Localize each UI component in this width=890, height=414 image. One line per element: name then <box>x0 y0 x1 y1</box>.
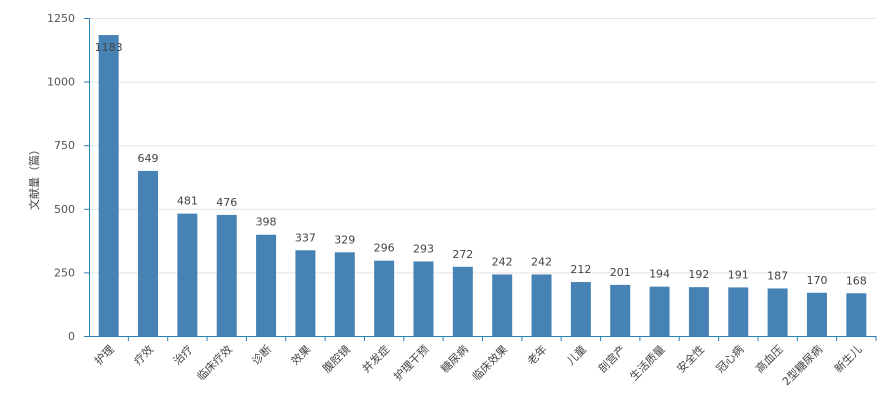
bar <box>98 35 119 336</box>
bar <box>177 213 198 336</box>
x-tick-label: 临床效果 <box>469 342 510 383</box>
data-label: 212 <box>570 263 591 276</box>
x-axis-ticks: 护理 疗效 治疗 临床疗效 诊断 效果 腹腔镜 并发症 护理干预 糖尿病 临床效果 老年 儿童 剖宫产 生活… <box>91 336 877 388</box>
x-tick-label: 2型糖尿病 <box>779 342 825 388</box>
bar <box>492 274 513 336</box>
data-label: 201 <box>610 266 631 279</box>
bar <box>688 287 709 336</box>
data-label: 293 <box>413 242 434 255</box>
x-tick-label: 冠心病 <box>713 342 746 375</box>
bar <box>531 274 552 336</box>
data-label: 649 <box>138 152 159 165</box>
x-tick-label: 治疗 <box>170 342 195 367</box>
bar <box>334 252 355 336</box>
data-label: 242 <box>492 255 513 268</box>
x-tick-label: 糖尿病 <box>438 342 471 375</box>
x-tick-label: 儿童 <box>564 342 589 367</box>
data-label: 187 <box>767 269 788 282</box>
x-tick-label: 诊断 <box>249 342 274 367</box>
y-axis-title: 文献量（篇） <box>27 144 41 210</box>
bar <box>767 288 788 336</box>
y-tick-label: 1250 <box>47 12 75 25</box>
x-tick-label: 腹腔镜 <box>320 342 353 375</box>
x-tick-label: 高血压 <box>753 342 786 375</box>
data-label: 481 <box>177 195 198 208</box>
bar <box>649 286 670 336</box>
data-label: 192 <box>688 268 709 281</box>
x-tick-label: 护理 <box>91 342 116 367</box>
x-tick-label: 临床疗效 <box>194 342 235 383</box>
bars <box>98 35 867 336</box>
x-tick-label: 剖宫产 <box>595 342 628 375</box>
bar <box>452 266 473 336</box>
data-label: 398 <box>256 216 277 229</box>
x-tick-label: 新生儿 <box>831 342 864 375</box>
y-axis-ticks: 0 250 500 750 1000 1250 <box>47 12 89 343</box>
data-label: 272 <box>452 248 473 261</box>
bar <box>216 214 237 336</box>
y-tick-label: 750 <box>54 139 75 152</box>
y-tick-label: 500 <box>54 203 75 216</box>
bar <box>610 284 631 336</box>
data-label: 296 <box>374 242 395 255</box>
y-tick-label: 1000 <box>47 76 75 89</box>
gridlines <box>89 18 876 274</box>
data-label: 194 <box>649 268 670 281</box>
y-tick-label: 250 <box>54 266 75 279</box>
bar <box>570 282 591 336</box>
bar <box>413 261 434 336</box>
y-tick-label: 0 <box>68 330 75 343</box>
bar <box>374 260 395 336</box>
data-label: 242 <box>531 255 552 268</box>
bar <box>846 293 867 336</box>
bar <box>256 234 277 336</box>
x-tick-label: 安全性 <box>674 342 707 375</box>
bar <box>728 287 749 336</box>
data-label: 170 <box>806 274 827 287</box>
x-tick-label: 老年 <box>524 342 549 367</box>
data-label: 168 <box>846 274 867 287</box>
data-label: 476 <box>216 196 237 209</box>
bar <box>138 170 159 336</box>
data-labels: 1183 649 481 476 398 337 329 296 293 272 242 242 212… <box>95 41 867 287</box>
bar <box>806 292 827 336</box>
x-tick-label: 护理干预 <box>391 342 432 383</box>
data-label: 329 <box>334 233 355 246</box>
bar <box>295 250 316 336</box>
x-tick-label: 并发症 <box>359 342 392 375</box>
x-tick-label: 生活质量 <box>627 342 668 383</box>
data-label: 191 <box>728 268 749 281</box>
data-label: 1183 <box>95 41 123 54</box>
x-tick-label: 效果 <box>288 342 313 367</box>
data-label: 337 <box>295 231 316 244</box>
x-tick-label: 疗效 <box>131 342 156 367</box>
